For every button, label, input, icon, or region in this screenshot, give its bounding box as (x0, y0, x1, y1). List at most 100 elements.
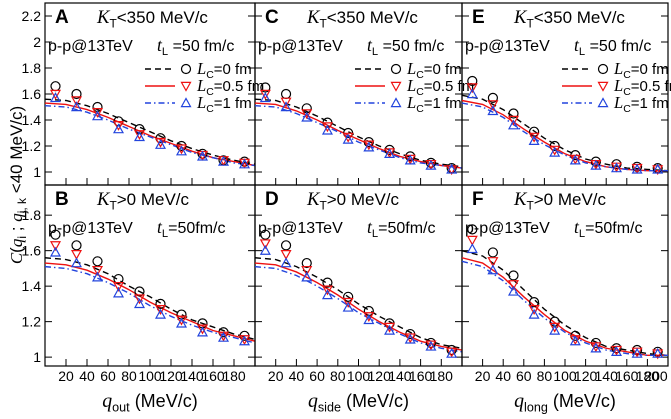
x-tick-label: 160 (201, 368, 225, 384)
marker (384, 148, 396, 158)
legend-name: =1 fm (631, 95, 669, 112)
symbol: K (96, 189, 111, 210)
subscript: L (162, 46, 168, 58)
marker (301, 109, 313, 120)
symbol: t (157, 217, 163, 237)
subscript: L (372, 228, 378, 240)
marker (549, 322, 561, 333)
marker (446, 163, 458, 174)
marker (71, 88, 82, 100)
marker (49, 89, 62, 100)
legend-label: LC=1 fm (196, 93, 252, 115)
marker (610, 162, 623, 173)
y-label-part: q (7, 238, 26, 247)
marker (280, 250, 292, 260)
marker (390, 63, 402, 75)
legend-name: =0.5 fm (631, 78, 671, 95)
curve (254, 265, 463, 353)
subscript: C (416, 86, 424, 98)
marker (322, 277, 333, 288)
system-label: p-p@13TeV (465, 38, 550, 55)
marker (425, 159, 437, 170)
subscript: C (206, 103, 214, 115)
marker (652, 346, 663, 357)
x-tick-label: 100 (553, 368, 577, 384)
symbol: K (306, 189, 321, 210)
x-tick-label: 40 (289, 368, 305, 384)
symbol: L (196, 76, 206, 95)
marker (91, 265, 104, 276)
curve (254, 262, 463, 351)
x-tick-label: 140 (388, 368, 412, 384)
text: (MeV/c) (341, 391, 409, 411)
symbol: K (306, 7, 321, 28)
marker (528, 132, 540, 143)
marker (466, 83, 478, 94)
curve (44, 105, 256, 167)
subscript: C (206, 86, 214, 98)
legend-label: LC=0 fm (613, 59, 669, 81)
marker (259, 244, 271, 255)
marker (631, 163, 643, 174)
marker (301, 257, 312, 269)
marker (590, 159, 602, 170)
curve (44, 265, 256, 344)
marker (154, 137, 167, 148)
marker (507, 285, 520, 296)
subscript: L (162, 228, 168, 240)
marker (217, 331, 230, 342)
marker (321, 289, 333, 300)
x-tick-label: 160 (615, 368, 639, 384)
system-label: p-p@13TeV (48, 38, 133, 55)
marker (384, 324, 396, 335)
text: (MeV/c) (548, 391, 616, 411)
y-tick-label: 1.6 (22, 86, 42, 102)
marker (259, 239, 271, 250)
subscript: T (109, 198, 116, 212)
x-tick-label: 80 (330, 368, 346, 384)
legend-label: LC=1 fm (613, 93, 669, 115)
legend-name: =0 fm (214, 61, 252, 78)
marker (259, 89, 271, 100)
x-tick-label: 180 (222, 368, 246, 384)
symbol: L (406, 59, 416, 78)
marker (363, 140, 375, 151)
legend-name: =1 fm (424, 95, 462, 112)
text: <350 MeV/c (117, 8, 209, 27)
tl-annotation: tL =50 fm/c (367, 35, 444, 58)
marker (487, 105, 499, 116)
text: (MeV/c) (130, 391, 198, 411)
marker (569, 154, 581, 165)
marker (49, 246, 62, 257)
marker (91, 110, 104, 121)
tl-annotation: tL=50fm/c (157, 217, 225, 240)
curve (461, 260, 668, 357)
system-label: p-p@13TeV (258, 220, 343, 237)
x-tick-label: 180 (430, 368, 454, 384)
x-tick-label: 20 (475, 368, 491, 384)
marker (112, 121, 125, 131)
marker (569, 335, 581, 346)
tl-annotation: tL =50 fm/c (157, 35, 234, 58)
text: >0 MeV/c (534, 190, 607, 209)
marker (238, 335, 251, 346)
marker (508, 270, 519, 281)
marker (180, 63, 192, 75)
symbol: L (196, 59, 206, 78)
x-tick-label: 60 (516, 368, 532, 384)
marker (154, 305, 167, 315)
x-tick-label: 180 (636, 368, 660, 384)
symbol: q (308, 390, 318, 412)
marker (466, 243, 478, 254)
y-tick-label: 1.2 (22, 314, 42, 330)
marker (611, 343, 622, 354)
curve (254, 105, 463, 169)
marker (92, 256, 103, 267)
symbol: q (514, 390, 524, 412)
marker (549, 145, 561, 156)
x-tick-label: 160 (409, 368, 433, 384)
y-label-part: ( (7, 247, 26, 253)
marker (466, 88, 478, 99)
marker (280, 101, 292, 112)
